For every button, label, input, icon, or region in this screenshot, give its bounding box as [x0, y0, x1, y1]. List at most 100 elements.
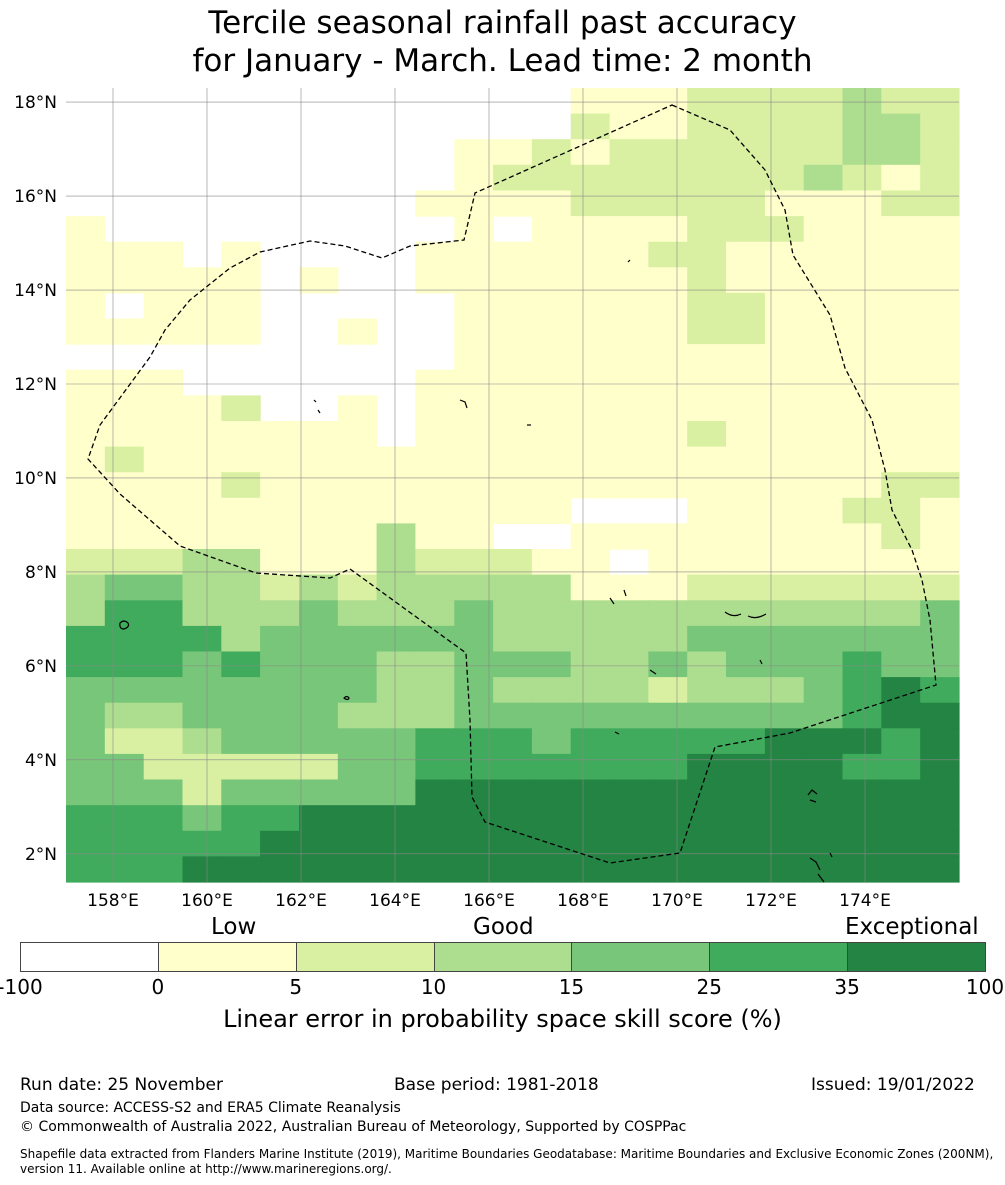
- grid-cell: [803, 651, 844, 678]
- grid-cell: [570, 139, 611, 166]
- grid-cell: [531, 856, 572, 883]
- grid-cell: [104, 830, 145, 857]
- grid-cell: [221, 292, 261, 320]
- grid-cell: [143, 472, 184, 499]
- grid-cell: [493, 625, 533, 653]
- grid-cell: [726, 113, 766, 140]
- grid-cell: [182, 395, 222, 422]
- grid-cell: [376, 472, 416, 499]
- grid-cell: [803, 369, 844, 396]
- grid-cell: [415, 805, 455, 832]
- grid-cell: [764, 395, 805, 422]
- grid-cell: [415, 190, 455, 217]
- grid-cell: [337, 395, 378, 422]
- grid-cell: [687, 805, 727, 832]
- grid-cell: [764, 753, 805, 781]
- grid-cell: [803, 497, 844, 524]
- grid-cell: [337, 830, 378, 857]
- grid-cell: [609, 651, 649, 678]
- grid-cell: [687, 651, 727, 678]
- grid-cell: [803, 190, 844, 217]
- grid-cell: [454, 830, 494, 857]
- grid-cell: [454, 549, 494, 576]
- grid-cell: [764, 88, 805, 115]
- grid-cell: [415, 369, 455, 396]
- grid-cell: [764, 549, 805, 576]
- grid-cell: [726, 625, 766, 653]
- colorbar-tick-label: 35: [834, 975, 860, 999]
- grid-cell: [764, 779, 805, 806]
- grid-cell: [66, 856, 106, 883]
- grid-cell: [920, 472, 960, 499]
- grid-cell: [143, 497, 184, 524]
- grid-cell: [531, 702, 572, 729]
- grid-cell: [609, 523, 649, 550]
- grid-cell: [415, 574, 455, 601]
- grid-cell: [221, 446, 261, 473]
- grid-cell: [726, 88, 766, 115]
- grid-cell: [143, 395, 184, 422]
- grid-cell: [299, 574, 339, 601]
- grid-cell: [803, 113, 844, 140]
- grid-cell: [842, 753, 882, 781]
- grid-cell: [531, 318, 572, 345]
- grid-cell: [221, 523, 261, 550]
- grid-cell: [881, 395, 921, 422]
- grid-cell: [221, 625, 261, 653]
- grid-cell: [920, 677, 960, 704]
- grid-cell: [881, 805, 921, 832]
- grid-cell: [531, 292, 572, 320]
- grid-cell: [143, 267, 184, 294]
- grid-cell: [493, 702, 533, 729]
- grid-cell: [726, 830, 766, 857]
- grid-cell: [920, 369, 960, 396]
- grid-cell: [493, 600, 533, 627]
- grid-cell: [66, 830, 106, 857]
- map-title-line1: Tercile seasonal rainfall past accuracy: [208, 5, 797, 41]
- grid-cell: [337, 702, 378, 729]
- grid-cell: [609, 677, 649, 704]
- grid-cell: [648, 139, 688, 166]
- grid-cell: [337, 677, 378, 704]
- lon-label: 162°E: [275, 891, 327, 911]
- grid-cell: [648, 805, 688, 832]
- grid-cell: [687, 779, 727, 806]
- grid-cell: [493, 728, 533, 755]
- grid-cell: [920, 88, 960, 115]
- grid-cell: [104, 241, 145, 268]
- grid-cell: [337, 856, 378, 883]
- grid-cell: [531, 728, 572, 755]
- grid-cell: [648, 369, 688, 396]
- grid-cell: [376, 677, 416, 704]
- grid-cell: [842, 113, 882, 140]
- grid-cell: [454, 267, 494, 294]
- grid-cell: [104, 702, 145, 729]
- grid-cell: [726, 779, 766, 806]
- grid-cell: [493, 651, 533, 678]
- grid-cell: [415, 497, 455, 524]
- grid-cell: [920, 702, 960, 729]
- grid-cell: [687, 318, 727, 345]
- grid-cell: [920, 164, 960, 191]
- grid-cell: [143, 779, 184, 806]
- grid-cell: [726, 318, 766, 345]
- grid-cell: [104, 472, 145, 499]
- grid-cell: [299, 497, 339, 524]
- grid-cell: [531, 549, 572, 576]
- grid-cell: [570, 216, 611, 243]
- lon-label: 168°E: [557, 891, 609, 911]
- grid-cell: [66, 549, 106, 576]
- grid-cell: [376, 830, 416, 857]
- grid-cell: [764, 190, 805, 217]
- skill-map: 18°N 16°N 14°N 12°N 10°N 8°N 6°N 4°N 2°N 158°E 160…: [14, 88, 960, 911]
- grid-cell: [493, 267, 533, 294]
- grid-cell: [299, 472, 339, 499]
- grid-cell: [764, 267, 805, 294]
- colorbar-tick-label: -100: [0, 975, 43, 999]
- grid-cell: [803, 446, 844, 473]
- grid-cell: [260, 472, 300, 499]
- grid-cell: [920, 753, 960, 781]
- grid-cell: [221, 830, 261, 857]
- lon-label: 164°E: [369, 891, 421, 911]
- grid-cell: [143, 677, 184, 704]
